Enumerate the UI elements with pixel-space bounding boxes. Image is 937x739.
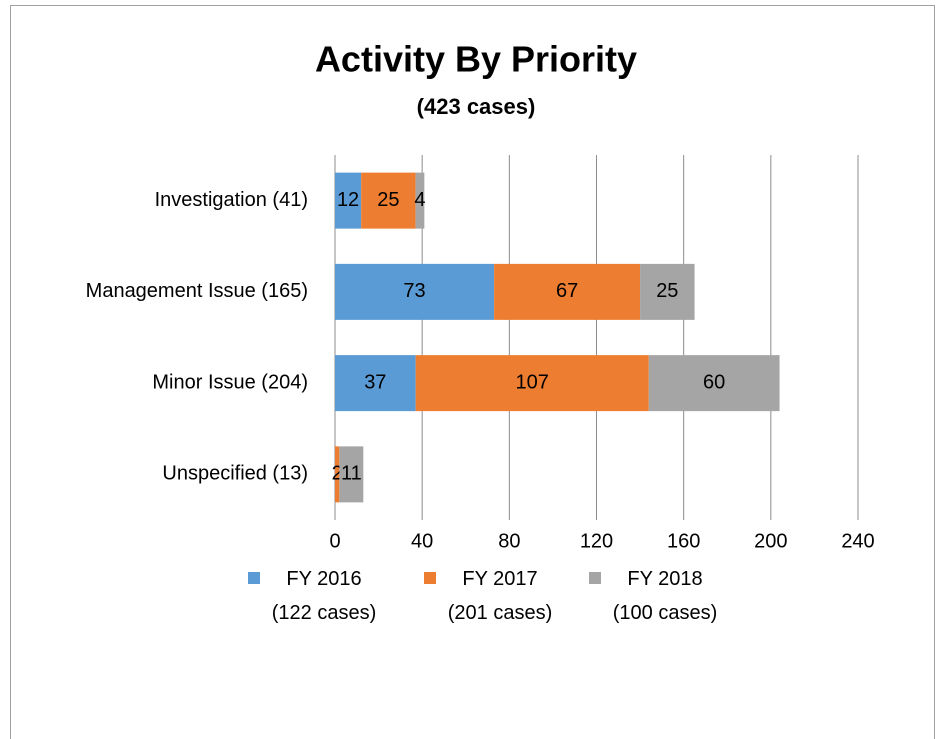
legend-line: FY 2016 bbox=[286, 568, 361, 590]
data-label: 25 bbox=[656, 280, 678, 302]
bar-segment bbox=[494, 263, 641, 320]
x-tick-label: 0 bbox=[329, 530, 340, 552]
y-tick-label: Investigation (41) bbox=[155, 189, 308, 211]
chart-title: Activity By Priority bbox=[315, 39, 637, 80]
legend-line: FY 2018 bbox=[627, 568, 702, 590]
legend-line: FY 2017 bbox=[462, 568, 537, 590]
data-label: 37 bbox=[364, 371, 386, 393]
data-label: 25 bbox=[377, 189, 399, 211]
x-tick-label: 160 bbox=[667, 530, 700, 552]
y-tick-label: Management Issue (165) bbox=[86, 280, 308, 302]
bar-segment bbox=[415, 172, 425, 229]
x-tick-label: 200 bbox=[754, 530, 787, 552]
y-tick-label: Minor Issue (204) bbox=[152, 371, 308, 393]
bar-segment bbox=[335, 446, 340, 503]
bar-segment bbox=[640, 263, 695, 320]
x-tick-label: 240 bbox=[841, 530, 874, 552]
data-label: 11 bbox=[341, 463, 362, 485]
bar-segment bbox=[335, 355, 416, 412]
legend-line: (201 cases) bbox=[448, 602, 553, 624]
x-tick-label: 120 bbox=[580, 530, 613, 552]
data-label: 2 bbox=[332, 463, 343, 485]
bar-segment bbox=[648, 355, 780, 412]
data-label: 107 bbox=[516, 371, 549, 393]
legend-label: FY 2016 (122 cases) bbox=[272, 568, 377, 624]
data-label: 12 bbox=[337, 189, 359, 211]
bar-segment bbox=[335, 172, 362, 229]
x-tick-label: 40 bbox=[411, 530, 433, 552]
bar-segment bbox=[339, 446, 364, 503]
data-label: 4 bbox=[414, 189, 425, 211]
bar-segment bbox=[335, 263, 495, 320]
legend-swatch bbox=[248, 572, 260, 584]
chart-subtitle: (423 cases) bbox=[417, 94, 536, 119]
data-label: 73 bbox=[403, 280, 425, 302]
legend-label: FY 2017 (201 cases) bbox=[448, 568, 553, 624]
legend-swatch bbox=[589, 572, 601, 584]
bar-segment bbox=[361, 172, 416, 229]
legend-label: FY 2018 (100 cases) bbox=[613, 568, 718, 624]
bar-segment bbox=[415, 355, 649, 412]
y-tick-label: Unspecified (13) bbox=[162, 463, 308, 485]
legend-swatch bbox=[424, 572, 436, 584]
data-label: 60 bbox=[703, 371, 725, 393]
data-label: 67 bbox=[556, 280, 578, 302]
legend-line: (100 cases) bbox=[613, 602, 718, 624]
legend-line: (122 cases) bbox=[272, 602, 377, 624]
x-tick-label: 80 bbox=[498, 530, 520, 552]
